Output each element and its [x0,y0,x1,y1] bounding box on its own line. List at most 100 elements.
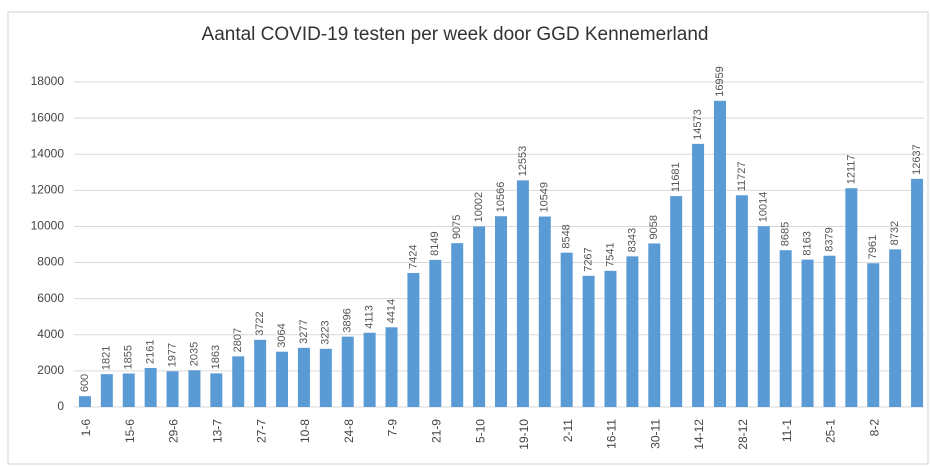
bar [210,373,223,407]
value-label: 1855 [123,345,135,369]
value-label: 7541 [604,242,616,266]
bar [889,249,902,407]
x-tick-label: 8-2 [867,419,881,437]
value-label: 10566 [495,182,507,213]
bar [100,374,113,407]
value-label: 1977 [166,343,178,367]
x-tick-label: 13-7 [211,419,225,443]
value-label: 8149 [429,231,441,255]
x-tick-label: 5-10 [473,419,487,443]
bar [385,327,398,407]
x-tick-label: 7-9 [386,419,400,437]
bar [911,178,924,407]
bar [276,351,289,407]
bar [122,373,135,407]
bar [801,259,814,407]
value-label: 9058 [648,215,660,239]
value-label: 1821 [101,346,113,370]
y-tick-label: 18000 [31,74,65,88]
bar [232,356,245,407]
value-label: 9075 [451,215,463,239]
value-label: 2035 [188,342,200,366]
bar [516,180,529,407]
value-label: 8548 [561,224,573,248]
x-tick-label: 30-11 [648,419,662,449]
value-label: 3896 [342,308,354,332]
x-tick-label: 19-10 [517,419,531,450]
bar [582,275,595,407]
bar [867,263,880,407]
y-tick-label: 4000 [37,327,64,341]
bar [648,243,661,407]
value-label: 10549 [539,182,551,213]
y-tick-label: 14000 [31,146,65,160]
bar [713,100,726,407]
bar [692,143,705,407]
y-tick-label: 2000 [37,363,64,377]
bar [144,367,157,407]
x-tick-label: 14-12 [692,419,706,450]
bar [319,348,332,407]
bar [823,255,836,407]
value-label: 4113 [364,305,376,329]
x-tick-label: 2-11 [561,419,575,442]
y-tick-label: 16000 [31,110,65,124]
value-label: 10014 [758,192,770,223]
value-label: 14573 [692,109,704,140]
value-label: 2807 [232,328,244,352]
bar [78,396,91,407]
chart-frame [7,11,929,465]
value-label: 8343 [626,228,638,252]
bar [670,196,683,407]
value-label: 8732 [889,221,901,245]
value-label: 8685 [780,222,792,246]
x-tick-label: 28-12 [736,419,750,450]
bar [735,195,748,407]
x-tick-label: 21-9 [429,419,443,443]
bar [560,252,573,407]
x-tick-label: 29-6 [167,419,181,443]
bar [166,371,179,407]
bar [604,270,617,407]
bar [473,226,486,407]
x-tick-label: 16-11 [605,419,619,449]
value-label: 16959 [714,66,726,97]
bar [779,250,792,407]
y-tick-label: 0 [57,399,64,413]
value-label: 12637 [911,144,923,175]
bar [363,332,376,407]
x-tick-label: 25-1 [824,419,838,443]
value-label: 1863 [210,345,222,369]
chart-title: Aantal COVID-19 testen per week door GGD… [202,24,709,45]
y-tick-label: 8000 [37,255,64,269]
x-tick-label: 24-8 [342,419,356,443]
y-tick-label: 10000 [31,219,65,233]
bar [538,216,551,407]
bar [341,336,354,407]
bar [757,226,770,407]
bar [254,339,267,407]
bar [297,347,310,407]
value-label: 3722 [254,311,266,335]
bar [495,216,507,407]
bar [626,256,639,407]
x-tick-label: 11-1 [780,419,794,442]
x-tick-label: 27-7 [254,419,268,443]
value-label: 11681 [670,162,682,192]
y-tick-label: 6000 [37,291,64,305]
value-label: 12553 [517,146,529,177]
value-label: 7424 [407,244,419,268]
bar [845,188,858,407]
value-label: 12117 [845,154,857,184]
x-tick-label: 15-6 [123,419,137,443]
value-label: 3277 [298,319,310,343]
value-label: 2161 [145,339,157,363]
bar [188,370,201,407]
value-label: 8163 [801,231,813,255]
value-label: 10002 [473,192,485,223]
value-label: 3064 [276,323,288,347]
x-tick-label: 1-6 [79,419,93,437]
value-label: 7961 [867,235,879,259]
value-label: 600 [79,374,91,392]
